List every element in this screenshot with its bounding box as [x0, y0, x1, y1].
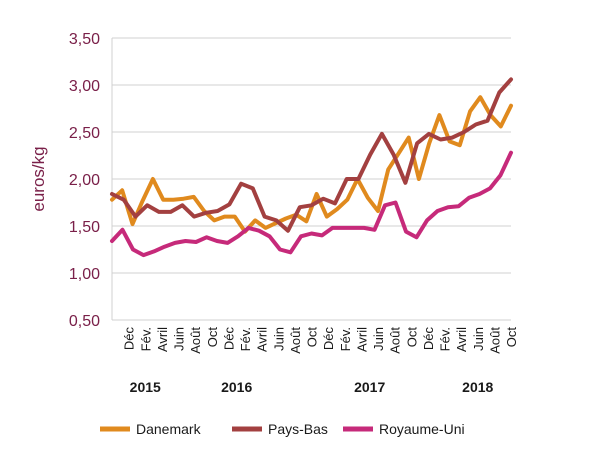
x-tick-label: Déc [421, 327, 436, 351]
x-tick-label: Fév. [438, 327, 453, 351]
x-tick-label: Fév. [338, 327, 353, 351]
x-tick-label: Juin [172, 327, 187, 351]
series-line-pays-bas [110, 77, 513, 233]
x-tick-label: Oct [205, 327, 220, 348]
x-tick-label: Avril [155, 327, 170, 352]
x-tick-label: Déc [321, 327, 336, 351]
year-label: 2016 [221, 379, 252, 395]
series-lines [110, 77, 513, 258]
y-axis-ticks: 0,50 1,00 1,50 2,00 2,50 3,00 3,50 [69, 31, 100, 330]
series-line-danemark [110, 95, 513, 234]
legend: Danemark Pays-Bas Royaume-Uni [100, 421, 465, 437]
x-tick-label: Avril [354, 327, 369, 352]
x-axis-ticks: Déc Fév. Avril Juin Août Oct Déc Fév. Avril Juin A… [122, 327, 519, 354]
year-label: 2018 [462, 379, 493, 395]
y-tick-label: 3,00 [69, 78, 100, 95]
y-tick-label: 0,50 [69, 313, 100, 330]
year-label: 2015 [130, 379, 161, 395]
y-axis-label: euros/kg [29, 146, 48, 211]
y-tick-label: 3,50 [69, 31, 100, 48]
x-tick-label: Oct [305, 327, 320, 348]
x-tick-label: Juin [271, 327, 286, 351]
x-tick-label: Août [188, 327, 203, 354]
x-tick-label: Fév. [138, 327, 153, 351]
x-tick-label: Déc [122, 327, 137, 351]
grid-lines [111, 37, 511, 321]
y-tick-label: 1,00 [69, 266, 100, 283]
y-tick-label: 2,50 [69, 125, 100, 142]
x-tick-label: Oct [404, 327, 419, 348]
year-label: 2017 [354, 379, 385, 395]
x-tick-label: Déc [221, 327, 236, 351]
legend-label: Danemark [136, 421, 202, 437]
x-tick-label: Oct [504, 327, 519, 348]
x-tick-label: Août [388, 327, 403, 354]
legend-label: Pays-Bas [268, 421, 328, 437]
x-axis-year-labels: 2015 2016 2017 2018 [130, 379, 494, 395]
x-tick-label: Avril [454, 327, 469, 352]
x-tick-label: Juin [471, 327, 486, 351]
y-tick-label: 2,00 [69, 172, 100, 189]
x-tick-label: Juin [371, 327, 386, 351]
legend-label: Royaume-Uni [379, 421, 465, 437]
x-tick-label: Août [487, 327, 502, 354]
x-tick-label: Avril [255, 327, 270, 352]
x-tick-label: Août [288, 327, 303, 354]
series-line-royaume-uni [110, 150, 513, 258]
x-tick-label: Fév. [238, 327, 253, 351]
y-tick-label: 1,50 [69, 219, 100, 236]
